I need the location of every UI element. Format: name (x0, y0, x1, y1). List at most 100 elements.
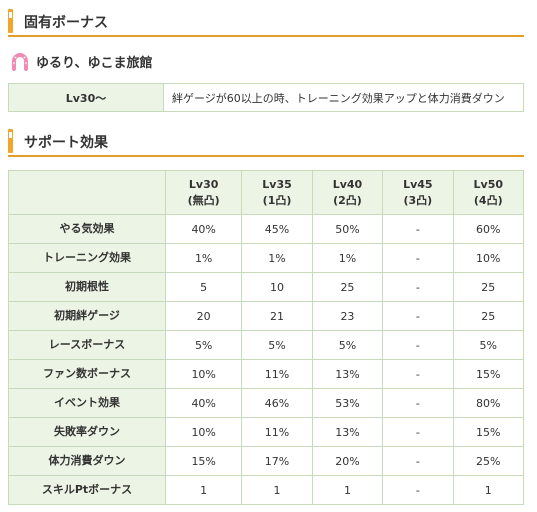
table-cell: 53% (311, 388, 384, 418)
table-cell: 10% (452, 243, 525, 273)
table-cell: 20% (311, 446, 384, 476)
column-level: Lv35 (262, 177, 292, 191)
column-level: Lv40 (332, 177, 363, 191)
table-cell: 10 (241, 272, 313, 302)
table-cell: 11% (241, 417, 313, 447)
table-cell: 10% (164, 417, 243, 447)
table-cell: 13% (311, 359, 384, 389)
table-cell: 60% (452, 214, 525, 244)
table-cell: - (382, 359, 454, 389)
table-cell: 25 (311, 272, 384, 302)
column-limit: (4凸) (473, 193, 503, 207)
table-cell: 45% (241, 214, 313, 244)
column-header-lv40: Lv40 (2凸) (311, 170, 384, 215)
row-label: イベント効果 (8, 388, 166, 418)
row-label: スキルPtボーナス (8, 475, 166, 505)
card-name-row: ゆるり、ゆこま旅館 (8, 50, 524, 72)
bonus-description: 絆ゲージが60以上の時、トレーニング効果アップと体力消費ダウン (163, 83, 524, 112)
table-row: スキルPtボーナス 1 1 1 - 1 (8, 475, 525, 505)
table-cell: 21 (241, 301, 313, 331)
row-label: やる気効果 (8, 214, 166, 244)
column-header-lv35: Lv35 (1凸) (241, 170, 313, 215)
table-cell: 11% (241, 359, 313, 389)
table-cell: 23 (311, 301, 384, 331)
section-marker-icon (8, 9, 13, 33)
table-row: トレーニング効果 1% 1% 1% - 10% (8, 243, 525, 273)
row-label: 体力消費ダウン (8, 446, 166, 476)
table-cell: 40% (164, 388, 243, 418)
table-cell: - (382, 417, 454, 447)
table-cell: 1% (241, 243, 313, 273)
table-cell: 25 (452, 301, 525, 331)
table-cell: - (382, 214, 454, 244)
column-header-lv50: Lv50 (4凸) (452, 170, 525, 215)
table-row: 初期根性 5 10 25 - 25 (8, 272, 525, 302)
table-cell: 1% (164, 243, 243, 273)
support-effects-header: サポート効果 (8, 127, 524, 157)
table-cell: - (382, 330, 454, 360)
horseshoe-icon (12, 53, 28, 71)
card-name: ゆるり、ゆこま旅館 (36, 56, 153, 71)
column-level: Lv45 (403, 177, 433, 191)
unique-bonus-table: Lv30～ 絆ゲージが60以上の時、トレーニング効果アップと体力消費ダウン (8, 83, 524, 112)
row-label: レースボーナス (8, 330, 166, 360)
column-limit: (無凸) (187, 193, 220, 207)
table-cell: - (382, 243, 454, 273)
table-cell: - (382, 446, 454, 476)
corner-cell (8, 170, 166, 215)
table-cell: 5% (452, 330, 525, 360)
row-label: 初期絆ゲージ (8, 301, 166, 331)
table-row: イベント効果 40% 46% 53% - 80% (8, 388, 525, 418)
table-cell: 17% (241, 446, 313, 476)
column-limit: (3凸) (403, 193, 433, 207)
table-row: 失敗率ダウン 10% 11% 13% - 15% (8, 417, 525, 447)
column-level: Lv30 (188, 177, 219, 191)
row-label: 失敗率ダウン (8, 417, 166, 447)
column-limit: (2凸) (333, 193, 362, 207)
support-effects-title: サポート効果 (24, 135, 108, 151)
table-cell: 10% (164, 359, 243, 389)
table-cell: 1 (241, 475, 313, 505)
row-label: 初期根性 (8, 272, 166, 302)
table-cell: 50% (311, 214, 384, 244)
table-cell: 46% (241, 388, 313, 418)
table-cell: 1 (164, 475, 243, 505)
table-cell: 20 (164, 301, 243, 331)
bonus-level: Lv30～ (8, 83, 164, 112)
column-header-lv30: Lv30 (無凸) (164, 170, 243, 215)
table-row: ファン数ボーナス 10% 11% 13% - 15% (8, 359, 525, 389)
table-cell: - (382, 301, 454, 331)
table-row: 体力消費ダウン 15% 17% 20% - 25% (8, 446, 525, 476)
unique-bonus-title: 固有ボーナス (24, 15, 108, 31)
column-limit: (1凸) (262, 193, 292, 207)
table-cell: - (382, 388, 454, 418)
column-header-lv45: Lv45 (3凸) (382, 170, 454, 215)
table-row: やる気効果 40% 45% 50% - 60% (8, 214, 525, 244)
table-cell: 25% (452, 446, 525, 476)
table-cell: 1 (311, 475, 384, 505)
table-row: Lv30～ 絆ゲージが60以上の時、トレーニング効果アップと体力消費ダウン (8, 83, 524, 112)
table-row: 初期絆ゲージ 20 21 23 - 25 (8, 301, 525, 331)
table-cell: 1% (311, 243, 384, 273)
row-label: トレーニング効果 (8, 243, 166, 273)
section-marker-icon (8, 129, 13, 153)
table-cell: 40% (164, 214, 243, 244)
table-cell: 15% (452, 359, 525, 389)
row-label: ファン数ボーナス (8, 359, 166, 389)
table-cell: 1 (452, 475, 525, 505)
table-cell: 80% (452, 388, 525, 418)
table-cell: 5% (164, 330, 243, 360)
table-cell: 5% (241, 330, 313, 360)
table-header-row: Lv30 (無凸) Lv35 (1凸) Lv40 (2凸) Lv45 (3凸) … (8, 170, 525, 215)
table-cell: 13% (311, 417, 384, 447)
unique-bonus-header: 固有ボーナス (8, 7, 524, 37)
table-cell: - (382, 475, 454, 505)
table-cell: - (382, 272, 454, 302)
support-effects-table: Lv30 (無凸) Lv35 (1凸) Lv40 (2凸) Lv45 (3凸) … (8, 170, 525, 505)
table-cell: 15% (164, 446, 243, 476)
table-cell: 5 (164, 272, 243, 302)
table-cell: 15% (452, 417, 525, 447)
table-cell: 25 (452, 272, 525, 302)
table-row: レースボーナス 5% 5% 5% - 5% (8, 330, 525, 360)
table-cell: 5% (311, 330, 384, 360)
